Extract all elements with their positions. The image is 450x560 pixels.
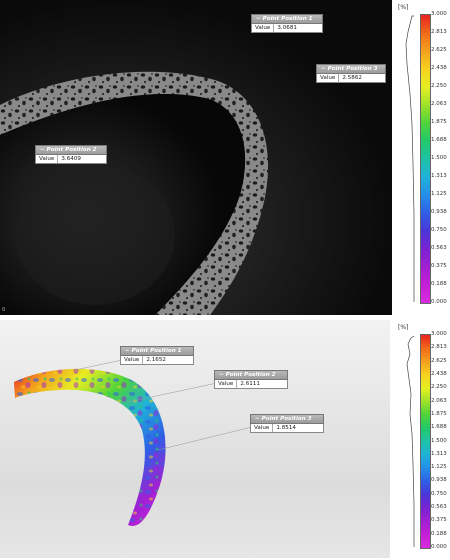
- scale-bar: [420, 14, 431, 304]
- strain-contour-ring: [14, 359, 253, 526]
- value-readout: 2.1652: [146, 357, 166, 363]
- scale-tick-label: 2.438: [431, 370, 447, 377]
- point-position-1-callout[interactable]: − Point Position 1 Value 2.1652: [120, 346, 194, 365]
- callout-title: Point Position 1: [131, 348, 182, 354]
- scale-tick-label: 0.188: [431, 530, 447, 537]
- scale-tick-label: 2.063: [431, 397, 447, 404]
- value-readout: 2.6111: [240, 381, 260, 387]
- scale-tick-label: 2.625: [431, 47, 447, 53]
- scale-tick-label: 0.375: [431, 517, 447, 524]
- callout-title: Point Position 2: [46, 147, 97, 153]
- top-panel: − Point Position 1 Value 3.0681 − Point …: [0, 0, 450, 315]
- point-position-2-callout[interactable]: − Point Position 2 Value 3.6409: [35, 145, 107, 164]
- scale-tick-label: 3.000: [431, 331, 447, 337]
- value-readout: 3.6409: [61, 156, 81, 162]
- scale-tick-label: 0.938: [431, 209, 447, 215]
- scale-tick-label: 0.563: [431, 245, 447, 251]
- value-readout: 1.8514: [276, 425, 296, 431]
- viewport-corner-mark: 0: [2, 307, 6, 313]
- value-label: Value: [252, 24, 275, 32]
- scale-tick-label: 0.750: [431, 227, 447, 233]
- 3d-strain-viewport[interactable]: [0, 320, 390, 558]
- scale-tick-label: 1.688: [431, 137, 447, 143]
- value-label: Value: [317, 74, 340, 82]
- point-position-3-callout[interactable]: − Point Position 3 Value 2.5862: [316, 64, 386, 83]
- collapse-icon[interactable]: −: [40, 147, 45, 153]
- value-readout: 2.5862: [342, 75, 362, 81]
- collapse-icon[interactable]: −: [256, 16, 261, 22]
- value-label: Value: [215, 380, 238, 388]
- camera-image-viewport[interactable]: [0, 0, 392, 315]
- scale-tick-label: 2.813: [431, 344, 447, 351]
- scale-tick-label: 0.563: [431, 504, 447, 511]
- scale-tick-label: 0.000: [431, 299, 447, 305]
- scale-tick-label: 0.750: [431, 490, 447, 497]
- scale-tick-label: 0.000: [431, 544, 447, 550]
- callout-title: Point Position 2: [225, 372, 276, 378]
- value-label: Value: [121, 356, 144, 364]
- scale-tick-label: 2.625: [431, 357, 447, 364]
- bottom-panel: − Point Position 1 Value 2.1652 − Point …: [0, 318, 450, 560]
- scale-tick-label: 2.438: [431, 65, 447, 71]
- scale-tick-label: 1.313: [431, 450, 447, 457]
- callout-title: Point Position 3: [327, 66, 378, 72]
- scale-tick-label: 0.375: [431, 263, 447, 269]
- scale-unit: [%]: [398, 4, 409, 11]
- value-label: Value: [251, 424, 274, 432]
- scale-tick-label: 3.000: [431, 11, 447, 17]
- scale-tick-label: 1.313: [431, 173, 447, 179]
- scale-tick-label: 2.250: [431, 384, 447, 391]
- scale-tick-label: 1.875: [431, 119, 447, 125]
- scale-histogram: [405, 15, 415, 302]
- point-position-3-callout[interactable]: − Point Position 3 Value 1.8514: [250, 414, 324, 433]
- scale-tick-label: 1.125: [431, 191, 447, 197]
- scale-unit: [%]: [398, 324, 409, 331]
- collapse-icon[interactable]: −: [255, 416, 260, 422]
- scale-tick-label: 1.500: [431, 155, 447, 161]
- scale-tick-label: 0.938: [431, 477, 447, 484]
- value-readout: 3.0681: [277, 25, 297, 31]
- scale-tick-label: 2.250: [431, 83, 447, 89]
- scale-tick-label: 1.688: [431, 424, 447, 431]
- scale-bar: [420, 334, 431, 549]
- color-scale-legend: [%] 3.000 2.813 2.625 2.438 2.250 2.063 1.875 1…: [392, 324, 450, 556]
- callout-title: Point Position 1: [262, 16, 313, 22]
- value-label: Value: [36, 155, 59, 163]
- scale-tick-label: 2.063: [431, 101, 447, 107]
- speckle-ring-image: [0, 0, 392, 315]
- scale-tick-label: 1.500: [431, 437, 447, 444]
- scale-tick-label: 1.875: [431, 410, 447, 417]
- collapse-icon[interactable]: −: [321, 66, 326, 72]
- callout-title: Point Position 3: [261, 416, 312, 422]
- point-position-2-callout[interactable]: − Point Position 2 Value 2.6111: [214, 370, 288, 389]
- scale-tick-label: 2.813: [431, 29, 447, 35]
- scale-tick-label: 0.188: [431, 281, 447, 287]
- collapse-icon[interactable]: −: [219, 372, 224, 378]
- collapse-icon[interactable]: −: [125, 348, 130, 354]
- scale-tick-label: 1.125: [431, 464, 447, 471]
- scale-histogram: [406, 335, 415, 547]
- color-scale-legend: [%] 3.000 2.813 2.625 2.438 2.250 2.063 1.875 1…: [392, 4, 450, 310]
- point-position-1-callout[interactable]: − Point Position 1 Value 3.0681: [251, 14, 323, 33]
